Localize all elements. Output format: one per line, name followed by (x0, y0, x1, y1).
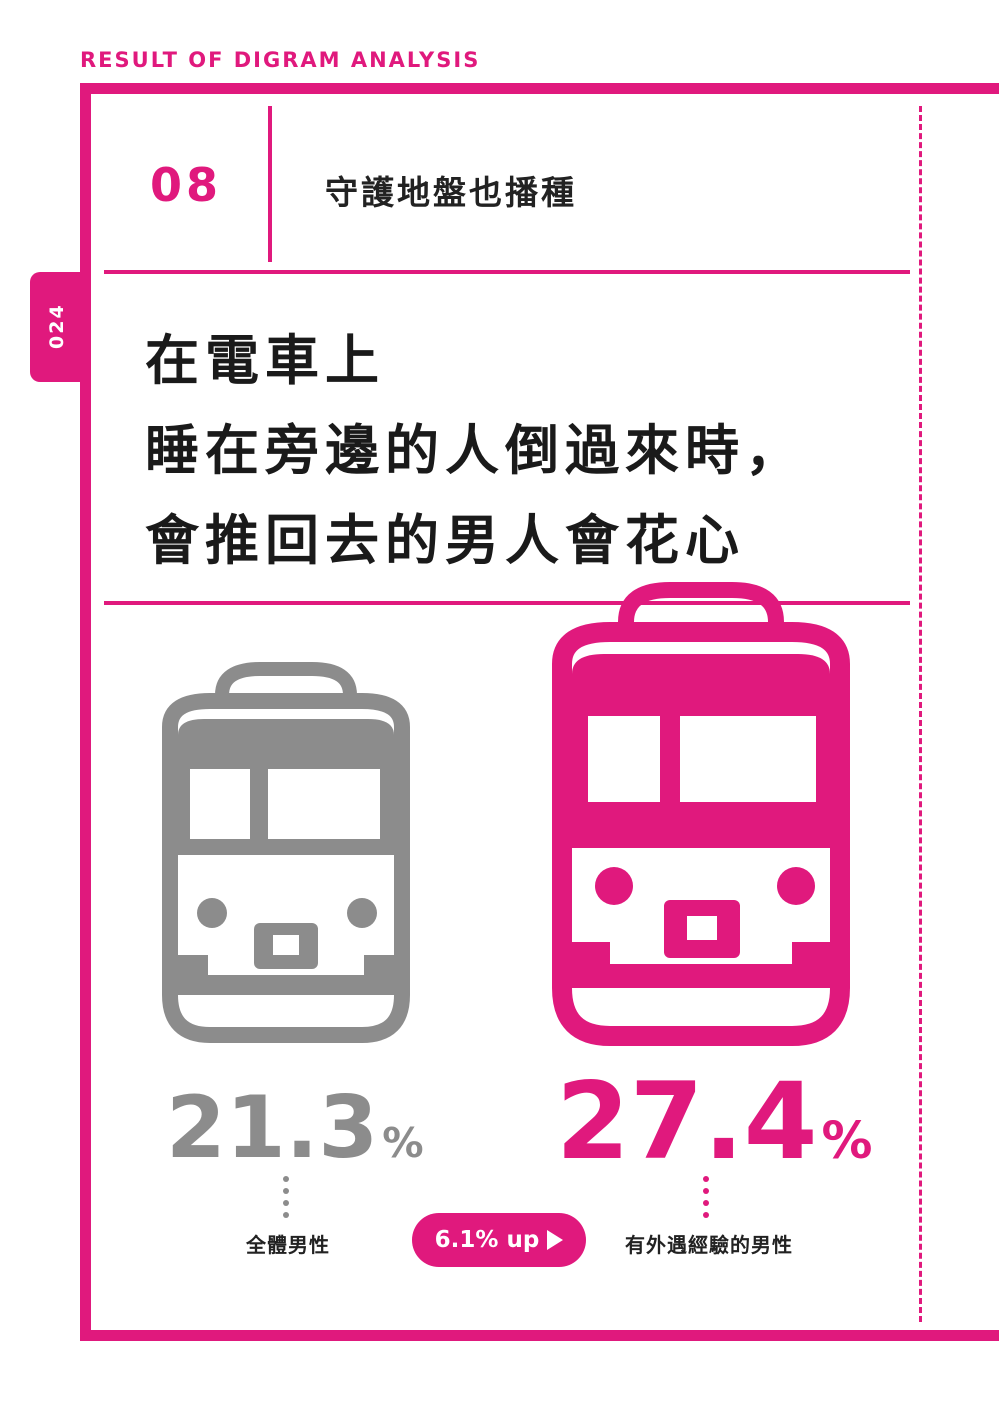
pink-train-icon (552, 582, 850, 1046)
headline-line-3: 會推回去的男人會花心 (145, 509, 745, 572)
caption-affair-men: 有外遇經驗的男性 (625, 1233, 793, 1257)
page-number: 024 (46, 303, 68, 349)
caption-all-men: 全體男性 (246, 1233, 330, 1257)
stat-right-value: 27.4% (556, 1060, 873, 1183)
gray-train-icon (162, 662, 410, 1043)
headline-line-2: 睡在旁邊的人倒過來時， (145, 419, 805, 482)
right-dotted-connector (703, 1176, 709, 1224)
stat-left-unit: % (382, 1119, 424, 1167)
page-number-tab (30, 272, 82, 382)
left-dotted-connector (283, 1176, 289, 1224)
difference-badge: 6.1% up (412, 1213, 586, 1267)
stat-right-number: 27.4 (556, 1060, 818, 1183)
dashed-divider (919, 106, 922, 1322)
stat-right-unit: % (821, 1111, 873, 1170)
top-rule (104, 270, 910, 274)
play-triangle-icon (547, 1230, 564, 1250)
stat-left-value: 21.3% (166, 1078, 424, 1178)
headline: 在電車上 睡在旁邊的人倒過來時， 會推回去的男人會花心 (145, 316, 805, 586)
series-header-label: RESULT OF DIGRAM ANALYSIS (80, 48, 481, 72)
bottom-rule (104, 601, 910, 605)
page-frame (80, 83, 999, 1341)
stat-left-number: 21.3 (166, 1078, 379, 1178)
headline-line-1: 在電車上 (145, 329, 385, 392)
section-divider (268, 106, 272, 262)
section-number: 08 (150, 158, 223, 212)
difference-badge-text: 6.1% up (434, 1227, 540, 1253)
section-title: 守護地盤也播種 (325, 173, 577, 212)
